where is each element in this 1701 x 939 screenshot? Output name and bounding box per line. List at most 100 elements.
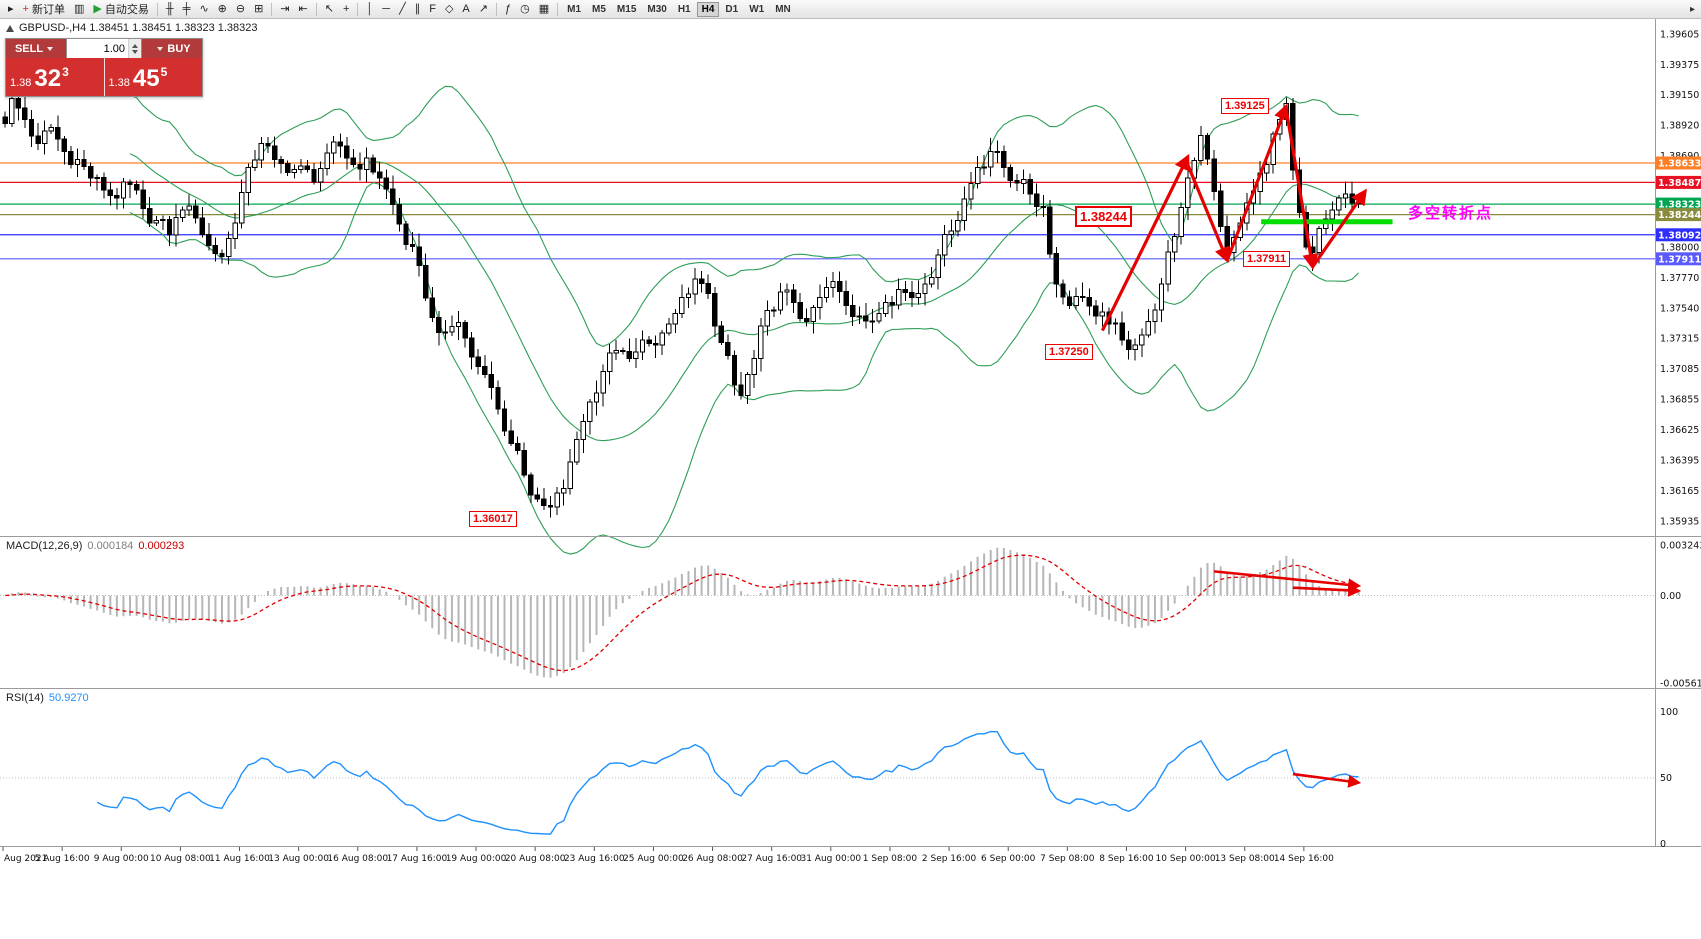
auto-scroll-icon[interactable]: ⇥ (276, 1, 293, 18)
price-annotation[interactable]: 1.37911 (1243, 251, 1291, 267)
timeframe-m15[interactable]: M15 (612, 2, 641, 17)
trendline-icon: ╱ (399, 2, 406, 15)
vertical-line-icon[interactable]: │ (362, 1, 377, 18)
timeframe-m5[interactable]: M5 (587, 2, 611, 17)
horizontal-line-icon[interactable]: ─ (378, 1, 394, 18)
buy-button-label: BUY (167, 42, 191, 55)
timeframe-d1[interactable]: D1 (720, 2, 743, 17)
periods-icon[interactable]: ◷ (516, 1, 534, 18)
market-watch-icon[interactable]: ▥ (70, 1, 88, 18)
svg-text:-0.005616: -0.005616 (1660, 679, 1701, 690)
svg-text:10 Sep 00:00: 10 Sep 00:00 (1156, 854, 1216, 864)
arrow-objects-icon: ↗ (478, 2, 488, 15)
equidistant-channel-icon[interactable]: ∥ (411, 1, 425, 18)
sell-price[interactable]: 1.38 32 3 (6, 58, 104, 96)
lot-size-field (66, 39, 142, 58)
toolbar-overflow-icon[interactable]: ▸ (1689, 3, 1695, 15)
timeframe-mn[interactable]: MN (770, 2, 796, 17)
new-order-button-label: 新订单 (31, 4, 65, 16)
window-menu-icon[interactable]: ▸ (4, 1, 18, 18)
svg-text:Aug 2021: Aug 2021 (4, 854, 47, 864)
svg-text:5 Aug 16:00: 5 Aug 16:00 (35, 854, 90, 864)
templates-icon[interactable]: ▦ (535, 1, 553, 18)
bar-chart-icon[interactable]: ╫ (162, 1, 178, 18)
arrow-objects-icon[interactable]: ↗ (475, 1, 492, 18)
timeframe-h1[interactable]: H1 (673, 2, 696, 17)
svg-text:1.39375: 1.39375 (1660, 60, 1699, 71)
svg-text:1.38323: 1.38323 (1658, 200, 1701, 211)
zoom-out-icon: ⊖ (235, 2, 246, 15)
line-chart-icon[interactable]: ∿ (195, 1, 212, 18)
svg-text:1.38092: 1.38092 (1658, 230, 1701, 241)
buy-button[interactable]: BUY (142, 39, 202, 58)
autotrade-button[interactable]: ▶ 自动交易 (89, 1, 152, 18)
svg-text:10 Aug 08:00: 10 Aug 08:00 (150, 854, 211, 864)
macd-arrows[interactable] (1213, 570, 1362, 597)
decrease-lot-icon[interactable] (132, 49, 138, 54)
svg-text:20 Aug 08:00: 20 Aug 08:00 (505, 854, 566, 864)
lot-stepper[interactable] (128, 39, 141, 58)
macd-histogram (10, 547, 1360, 678)
svg-text:1.37315: 1.37315 (1660, 333, 1699, 344)
timeframe-h4[interactable]: H4 (696, 1, 720, 17)
auto-scroll-icon: ⇥ (280, 2, 290, 15)
chart-shift-icon[interactable]: ⇤ (295, 1, 312, 18)
svg-text:100: 100 (1660, 707, 1678, 718)
trendline-icon[interactable]: ╱ (395, 1, 410, 18)
trend-arrows[interactable] (1100, 103, 1368, 332)
rsi-arrows[interactable] (1292, 772, 1362, 788)
buy-price-big: 45 (132, 65, 160, 92)
cursor-icon[interactable]: ↖ (321, 1, 338, 18)
price-annotation[interactable]: 1.39125 (1221, 98, 1269, 114)
macd-label: MACD(12,26,9) 0.000184 0.000293 (6, 540, 184, 552)
text-icon[interactable]: A (458, 1, 473, 18)
lot-input[interactable] (67, 39, 128, 58)
toolbar-separator (315, 2, 317, 16)
price-annotation[interactable]: 1.37250 (1045, 344, 1093, 360)
svg-text:1.37911: 1.37911 (1658, 254, 1701, 265)
timeframe-m30[interactable]: M30 (642, 2, 671, 17)
templates-icon: ▦ (538, 2, 550, 15)
svg-text:27 Aug 16:00: 27 Aug 16:00 (741, 854, 802, 864)
svg-text:1.38633: 1.38633 (1658, 159, 1701, 170)
horizontal-lines[interactable] (0, 162, 1655, 260)
sell-button[interactable]: SELL (6, 39, 66, 58)
candlestick-chart-icon[interactable]: ╪ (179, 1, 195, 18)
crosshair-icon: + (342, 2, 350, 15)
horizontal-line-icon: ─ (382, 2, 391, 15)
vertical-line-icon: │ (366, 2, 374, 15)
sell-price-prefix: 1.38 (10, 76, 32, 89)
zoom-in-icon[interactable]: ⊕ (214, 1, 231, 18)
tile-windows-icon[interactable]: ⊞ (250, 1, 267, 18)
indicators-icon: ƒ (504, 2, 512, 15)
new-order-button[interactable]: + 新订单 (19, 1, 69, 18)
toolbar-separator (557, 2, 559, 16)
periods-icon: ◷ (520, 2, 530, 15)
price-annotation[interactable]: 1.38244 (1075, 206, 1132, 227)
svg-text:1.37540: 1.37540 (1660, 304, 1699, 315)
price-annotation[interactable]: 1.36017 (469, 511, 517, 527)
fibonacci-icon[interactable]: F (425, 1, 440, 18)
macd-signal-value: 0.000293 (138, 540, 185, 552)
buy-price-prefix: 1.38 (108, 76, 130, 89)
indicators-icon[interactable]: ƒ (501, 1, 515, 18)
zoom-out-icon[interactable]: ⊖ (232, 1, 249, 18)
rsi-value: 50.9270 (48, 692, 89, 704)
svg-text:31 Aug 00:00: 31 Aug 00:00 (800, 854, 861, 864)
crosshair-icon[interactable]: + (339, 1, 353, 18)
increase-lot-icon[interactable] (132, 43, 138, 48)
timeframe-w1[interactable]: W1 (744, 2, 769, 17)
svg-text:0.003243: 0.003243 (1660, 541, 1701, 552)
buy-price[interactable]: 1.38 45 5 (103, 58, 202, 96)
one-click-toggle-icon[interactable] (6, 25, 14, 32)
window-menu-icon: ▸ (8, 2, 14, 15)
bollinger-bands (129, 85, 1359, 555)
svg-text:1.39605: 1.39605 (1660, 30, 1699, 41)
timeframe-m1[interactable]: M1 (562, 2, 586, 17)
svg-text:0.00: 0.00 (1660, 591, 1681, 602)
turning-point-label[interactable]: 多空转折点 (1408, 205, 1494, 222)
shapes-icon[interactable]: ◇ (441, 1, 457, 18)
svg-text:1.38244: 1.38244 (1658, 210, 1701, 221)
sell-price-big: 32 (34, 65, 62, 92)
